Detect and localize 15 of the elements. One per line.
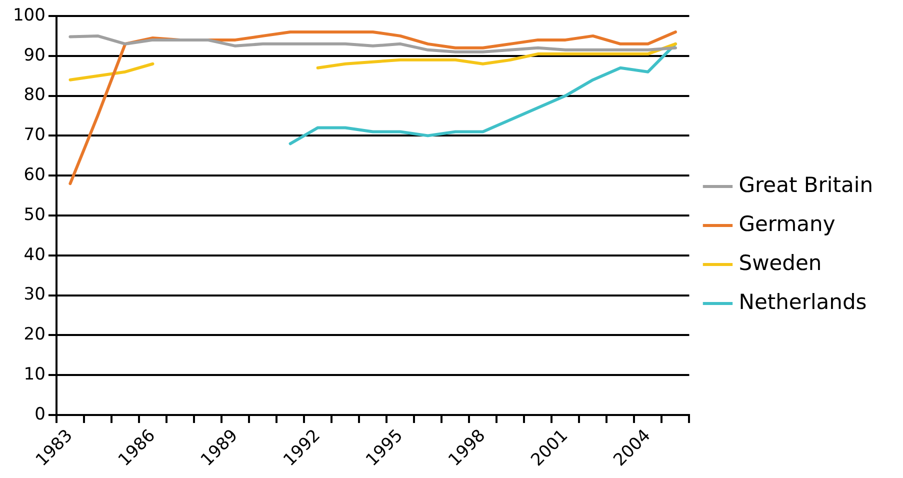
y-tick-label: 80 [24,85,46,106]
y-tick-label: 70 [24,125,46,146]
y-tick-label: 60 [24,165,46,186]
y-tick-label: 50 [24,204,46,225]
legend-label: Great Britain [738,172,873,197]
y-tick-label: 20 [24,324,46,345]
y-tick-label: 90 [24,45,46,66]
legend-label: Sweden [738,250,822,275]
y-tick-label: 30 [24,284,46,305]
y-tick-label: 100 [12,5,46,26]
y-tick-label: 0 [34,404,46,424]
y-tick-label: 40 [24,244,46,265]
legend-label: Netherlands [738,290,867,314]
y-tick-label: 10 [24,364,46,385]
legend-label: Germany [738,212,836,236]
